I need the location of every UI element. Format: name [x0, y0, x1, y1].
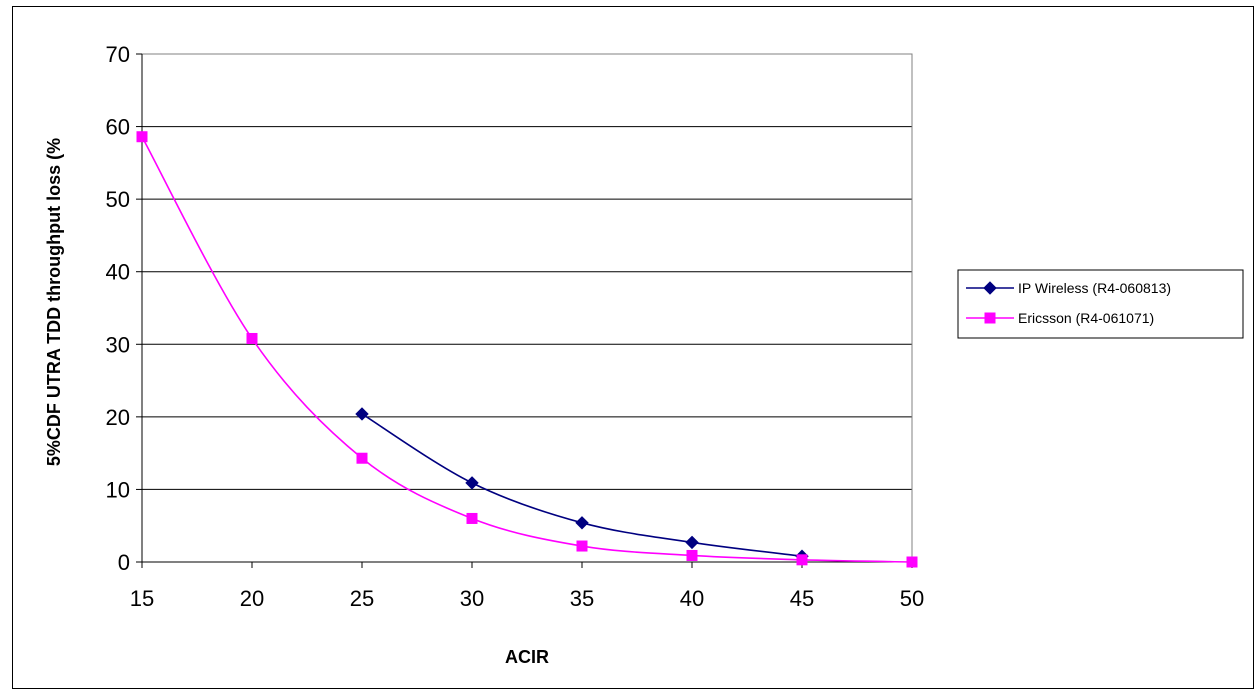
chart-frame [12, 6, 1254, 689]
y-tick-label: 40 [106, 260, 130, 285]
data-point [355, 407, 369, 421]
legend-box [957, 269, 1244, 339]
y-axis-title: 5%CDF UTRA TDD throughput loss (% [44, 138, 64, 466]
series-line [141, 136, 913, 563]
series-line [361, 413, 803, 557]
data-point [466, 512, 478, 524]
legend: IP Wireless (R4-060813) Ericsson (R4-0610… [957, 269, 1244, 339]
legend-marker [984, 312, 996, 324]
axes: 0 10 20 30 40 50 60 70 15 20 25 30 35 40 45 50 [106, 42, 925, 611]
data-point [906, 556, 918, 568]
y-tick-label: 60 [106, 115, 130, 140]
series-1 [136, 131, 918, 568]
legend-marker [983, 281, 997, 295]
y-tick-label: 50 [106, 187, 130, 212]
x-tick-label: 20 [240, 586, 264, 611]
x-tick-label: 25 [350, 586, 374, 611]
legend-label: IP Wireless (R4-060813) [1018, 280, 1171, 296]
legend-label: Ericsson (R4-061071) [1018, 310, 1154, 326]
data-point [246, 332, 258, 344]
x-tick-label: 40 [680, 586, 704, 611]
y-tick-label: 70 [106, 42, 130, 67]
x-axis-title: ACIR [505, 647, 549, 667]
x-tick-label: 35 [570, 586, 594, 611]
data-point [796, 554, 808, 566]
gridlines [142, 53, 912, 490]
y-tick-label: 0 [118, 550, 130, 575]
data-point [575, 516, 589, 530]
data-point [686, 549, 698, 561]
x-tick-label: 15 [130, 586, 154, 611]
y-tick-label: 30 [106, 332, 130, 357]
data-point [576, 540, 588, 552]
series-0 [355, 407, 809, 563]
data-point [465, 476, 479, 490]
plot-area [141, 53, 913, 563]
series-layer [136, 131, 918, 568]
y-tick-label: 10 [106, 477, 130, 502]
data-point [136, 131, 148, 143]
x-tick-label: 30 [460, 586, 484, 611]
x-tick-label: 45 [790, 586, 814, 611]
data-point [356, 452, 368, 464]
x-tick-label: 50 [900, 586, 924, 611]
data-point [685, 535, 699, 550]
y-tick-label: 20 [106, 405, 130, 430]
